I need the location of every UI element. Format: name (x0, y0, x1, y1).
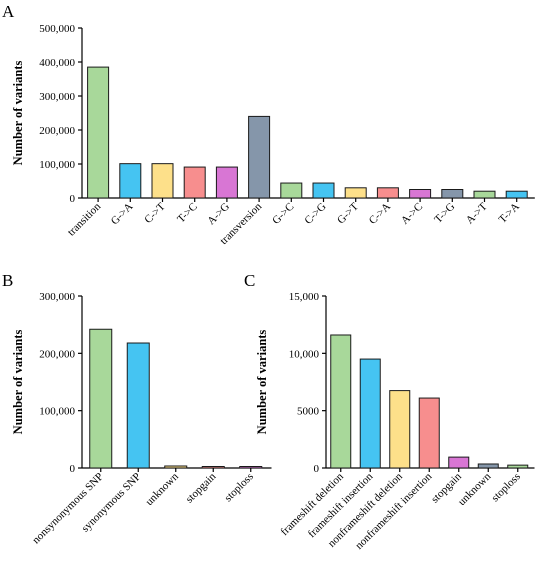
category-label: G->A (109, 201, 136, 228)
y-axis-title: Number of variants (255, 330, 269, 435)
bar-a-5 (248, 115, 271, 199)
bar-c-0 (330, 334, 352, 469)
bar-a-3 (183, 166, 206, 199)
bar-b-0 (89, 328, 113, 469)
bar-a-1 (119, 163, 142, 199)
category-label: G->T (335, 200, 361, 226)
y-tick-label: 300,000 (39, 91, 75, 103)
y-tick-label: 400,000 (39, 57, 75, 69)
category-label: C->G (302, 201, 328, 227)
panel-c-letter: C (244, 271, 255, 290)
bar-c-2 (389, 390, 411, 469)
category-label: unknown (143, 470, 181, 508)
bar-c-4 (448, 456, 470, 469)
category-label: A->C (399, 201, 425, 227)
y-tick-label: 100,000 (39, 406, 75, 418)
bar-a-4 (215, 166, 238, 199)
y-tick-label: 300,000 (39, 291, 75, 303)
y-tick-label: 10,000 (289, 348, 320, 360)
bar-b-2 (164, 465, 188, 469)
y-tick-label: 0 (70, 193, 76, 205)
y-tick-label: 0 (70, 463, 76, 475)
bar-a-6 (280, 182, 303, 199)
category-label: nonsynonymous SNP (30, 471, 106, 547)
category-label: C->T (142, 200, 168, 226)
y-tick-label: 100,000 (39, 159, 75, 171)
category-label: T->A (497, 201, 522, 226)
category-label: A->G (205, 201, 232, 228)
bar-b-4 (239, 466, 263, 469)
y-tick-label: 0 (314, 463, 320, 475)
category-label: stoploss (489, 471, 523, 505)
category-label: C->A (367, 201, 393, 227)
y-axis-title: Number of variants (11, 61, 25, 166)
bar-c-5 (477, 463, 499, 469)
y-tick-label: 500,000 (39, 23, 75, 35)
bar-b-3 (201, 466, 225, 469)
category-label: G->C (270, 201, 296, 227)
bar-a-7 (312, 182, 335, 199)
y-tick-label: 5000 (297, 406, 320, 418)
panel-a-letter: A (2, 2, 15, 21)
bar-a-8 (344, 187, 367, 199)
bar-a-13 (505, 190, 528, 199)
bar-c-1 (359, 358, 381, 469)
y-tick-label: 15,000 (289, 291, 320, 303)
bar-a-12 (473, 190, 496, 199)
y-tick-label: 200,000 (39, 348, 75, 360)
bar-a-11 (441, 189, 464, 199)
category-label: A->T (464, 200, 490, 226)
panel-b-letter: B (2, 271, 13, 290)
bar-a-10 (409, 189, 432, 199)
category-label: T->C (175, 201, 200, 226)
category-label: stoploss (222, 471, 256, 505)
category-label: T->G (432, 201, 457, 226)
bar-c-6 (507, 464, 529, 469)
category-label: stopgain (184, 470, 219, 505)
category-label: transition (65, 200, 103, 238)
bar-a-2 (151, 163, 174, 199)
panel-b-chart: 0 100,000 200,000 300,000 Number of variants… (11, 291, 272, 546)
bar-a-9 (376, 187, 399, 199)
category-label: unknown (456, 470, 494, 508)
bar-b-1 (126, 342, 150, 469)
bar-c-3 (418, 397, 440, 469)
bar-a-0 (87, 66, 110, 199)
y-axis-title: Number of variants (11, 330, 25, 435)
panel-a-chart: 0 100,000 200,000 300,000 400,000 500,000 Numb… (11, 23, 535, 247)
y-tick-label: 200,000 (39, 125, 75, 137)
